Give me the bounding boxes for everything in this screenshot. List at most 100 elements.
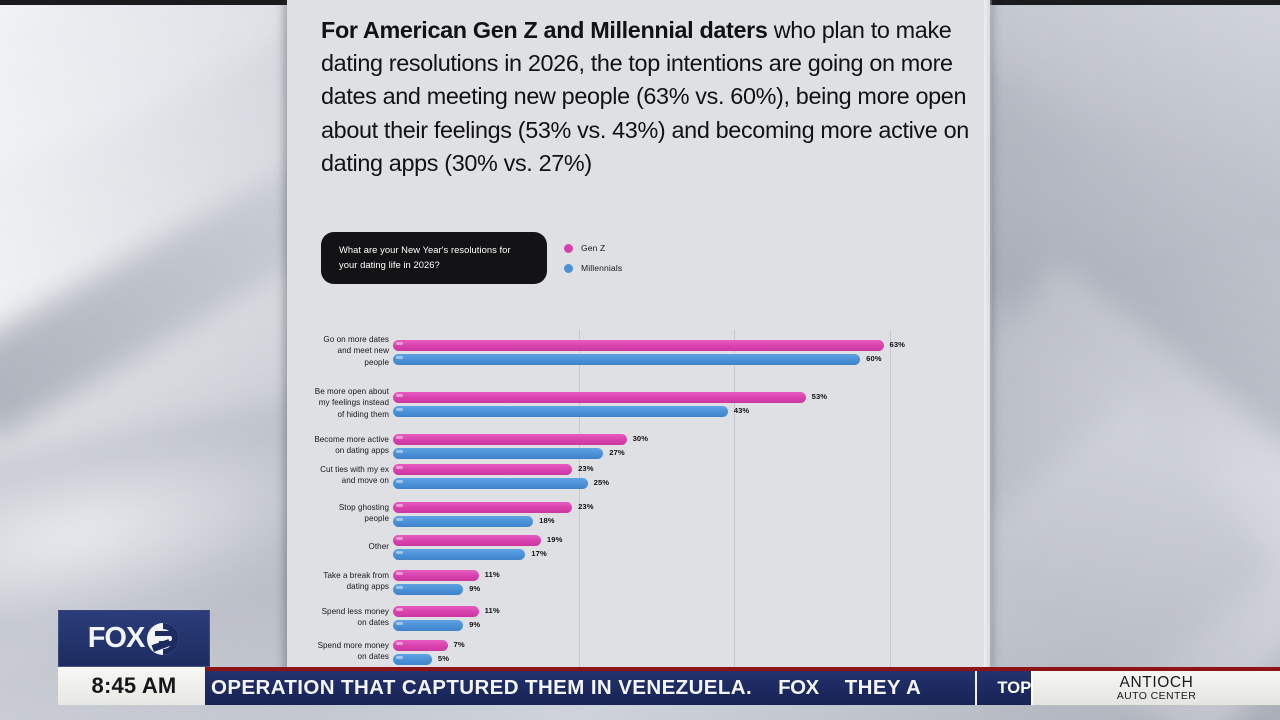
chart-category-label: Stop ghosting people bbox=[338, 503, 389, 524]
legend-item-millennials: Millennials bbox=[564, 258, 622, 278]
chart-bar-wrap: 18% bbox=[393, 516, 990, 527]
chart-bar-wrap: 9% bbox=[393, 620, 990, 631]
sponsor-subtitle: AUTO CENTER bbox=[1116, 689, 1197, 702]
gridline-20 bbox=[578, 330, 580, 672]
chart-row: Cut ties with my ex and move on 23% 25% bbox=[287, 464, 990, 492]
chart-bar-wrap: 23% bbox=[393, 502, 990, 513]
clock-bar: 8:45 AM bbox=[58, 667, 210, 705]
chart-row: Spend more money on dates 7% 5% bbox=[287, 640, 990, 668]
bar-highlight bbox=[396, 341, 403, 345]
chart-category-label: Other bbox=[368, 542, 389, 551]
chart-category-label: Take a break from dating apps bbox=[323, 571, 389, 592]
chart-category-label: Spend less money on dates bbox=[321, 607, 389, 628]
chart-bar-value: 53% bbox=[811, 391, 828, 401]
chart-row: Become more active on dating apps 30% 27% bbox=[287, 434, 990, 462]
headline: For American Gen Z and Millennial daters… bbox=[321, 14, 969, 180]
chart-bar-wrap: 5% bbox=[393, 654, 990, 665]
chart-bar-value: 17% bbox=[531, 548, 547, 558]
legend-color-swatch-genz bbox=[564, 243, 573, 253]
chart-bar-group: 23% 18% bbox=[393, 502, 990, 530]
chart-bar-genz bbox=[393, 434, 627, 445]
chart-bar-value: 23% bbox=[578, 463, 594, 473]
news-ticker: OPERATION THAT CAPTURED THEM IN VENEZUEL… bbox=[0, 667, 1280, 705]
chart-bar-genz bbox=[393, 640, 448, 651]
headline-bold-lead: For American Gen Z and Millennial daters bbox=[321, 17, 768, 43]
chart-bar-group: 63% 60% bbox=[393, 340, 990, 368]
chart-bar-genz bbox=[393, 464, 573, 475]
bar-highlight bbox=[396, 550, 403, 554]
chart-bar-wrap: 30% bbox=[393, 434, 990, 445]
bar-highlight bbox=[396, 641, 403, 645]
chart-bar-value: 23% bbox=[578, 501, 594, 511]
chart-category-label: Go on more dates and meet new people bbox=[323, 335, 389, 367]
chart-bar-wrap: 9% bbox=[393, 584, 990, 595]
chart-bar-value: 63% bbox=[889, 339, 905, 349]
sponsor-badge: ANTIOCH AUTO CENTER bbox=[1031, 671, 1280, 705]
current-time: 8:45 AM bbox=[91, 673, 177, 698]
chart-bar-wrap: 11% bbox=[393, 606, 990, 617]
bar-chart: Go on more dates and meet new people 63% 60%… bbox=[287, 330, 990, 672]
chart-bar-millennials bbox=[393, 584, 464, 595]
ticker-headline-text: OPERATION THAT CAPTURED THEM IN VENEZUEL… bbox=[211, 676, 753, 699]
chart-bar-wrap: 23% bbox=[393, 464, 990, 475]
chart-bar-wrap: 25% bbox=[393, 478, 990, 489]
bar-highlight bbox=[396, 465, 403, 469]
chart-bar-value: 25% bbox=[593, 477, 610, 487]
chart-bar-wrap: 17% bbox=[393, 549, 990, 560]
panel-right-edge bbox=[984, 0, 992, 672]
chart-bar-millennials bbox=[393, 448, 604, 459]
bar-highlight bbox=[396, 571, 403, 575]
chart-bar-genz bbox=[393, 392, 806, 403]
chart-bar-value: 5% bbox=[437, 653, 450, 663]
chart-row: Stop ghosting people 23% 18% bbox=[287, 502, 990, 530]
chart-bar-group: 53% 43% bbox=[393, 392, 990, 420]
bar-highlight bbox=[396, 449, 403, 453]
bar-highlight bbox=[396, 607, 403, 611]
channel-2-mark bbox=[146, 622, 180, 656]
chart-bar-genz bbox=[393, 570, 479, 581]
chart-bar-genz bbox=[393, 340, 884, 351]
chart-bar-value: 9% bbox=[469, 583, 481, 593]
chart-row: Go on more dates and meet new people 63% 60% bbox=[287, 335, 990, 368]
chart-bar-group: 11% 9% bbox=[393, 606, 990, 634]
chart-bar-wrap: 7% bbox=[393, 640, 990, 651]
bar-highlight bbox=[396, 407, 403, 411]
chart-bar-value: 43% bbox=[733, 405, 750, 415]
chart-bar-millennials bbox=[393, 478, 588, 489]
chart-bar-wrap: 27% bbox=[393, 448, 990, 459]
station-logo: FOX bbox=[58, 610, 210, 667]
bar-highlight bbox=[396, 585, 403, 589]
chart-bar-millennials bbox=[393, 549, 526, 560]
bar-highlight bbox=[396, 503, 403, 507]
headline-rest: who plan to make dating resolutions in 2… bbox=[321, 17, 969, 176]
chart-bar-millennials bbox=[393, 354, 861, 365]
chart-bar-value: 27% bbox=[609, 447, 625, 457]
chart-category-label: Become more active on dating apps bbox=[314, 435, 389, 456]
chart-bar-genz bbox=[393, 502, 573, 513]
bar-highlight bbox=[396, 621, 403, 625]
sponsor-name: ANTIOCH bbox=[1119, 673, 1194, 691]
gridline-60 bbox=[890, 330, 892, 672]
bar-highlight bbox=[396, 355, 403, 359]
legend-color-swatch-millennials bbox=[564, 263, 573, 273]
chart-bar-value: 60% bbox=[866, 353, 882, 363]
station-logo-text: FOX bbox=[87, 622, 146, 654]
ticker-crawl: OPERATION THAT CAPTURED THEM IN VENEZUEL… bbox=[211, 671, 947, 705]
chart-row: Spend less money on dates 11% 9% bbox=[287, 606, 990, 634]
ticker-crawl-area: OPERATION THAT CAPTURED THEM IN VENEZUEL… bbox=[205, 671, 980, 705]
chart-bar-millennials bbox=[393, 620, 464, 631]
chart-category-label: Be more open about my feelings instead of … bbox=[314, 387, 389, 419]
chart-bar-group: 30% 27% bbox=[393, 434, 990, 462]
legend-label-genz: Gen Z bbox=[581, 243, 606, 253]
bar-highlight bbox=[396, 393, 403, 397]
chart-category-label: Spend more money on dates bbox=[317, 641, 389, 662]
legend-label-millennials: Millennials bbox=[581, 263, 623, 273]
chart-bar-genz bbox=[393, 535, 541, 546]
chart-bar-millennials bbox=[393, 516, 534, 527]
chart-bar-group: 11% 9% bbox=[393, 570, 990, 598]
chart-bar-millennials bbox=[393, 654, 432, 665]
chart-bar-value: 30% bbox=[632, 433, 649, 443]
chart-bar-wrap: 53% bbox=[393, 392, 990, 403]
ticker-headline-text-2: THEY A bbox=[844, 676, 922, 699]
chart-bar-wrap: 11% bbox=[393, 570, 990, 581]
